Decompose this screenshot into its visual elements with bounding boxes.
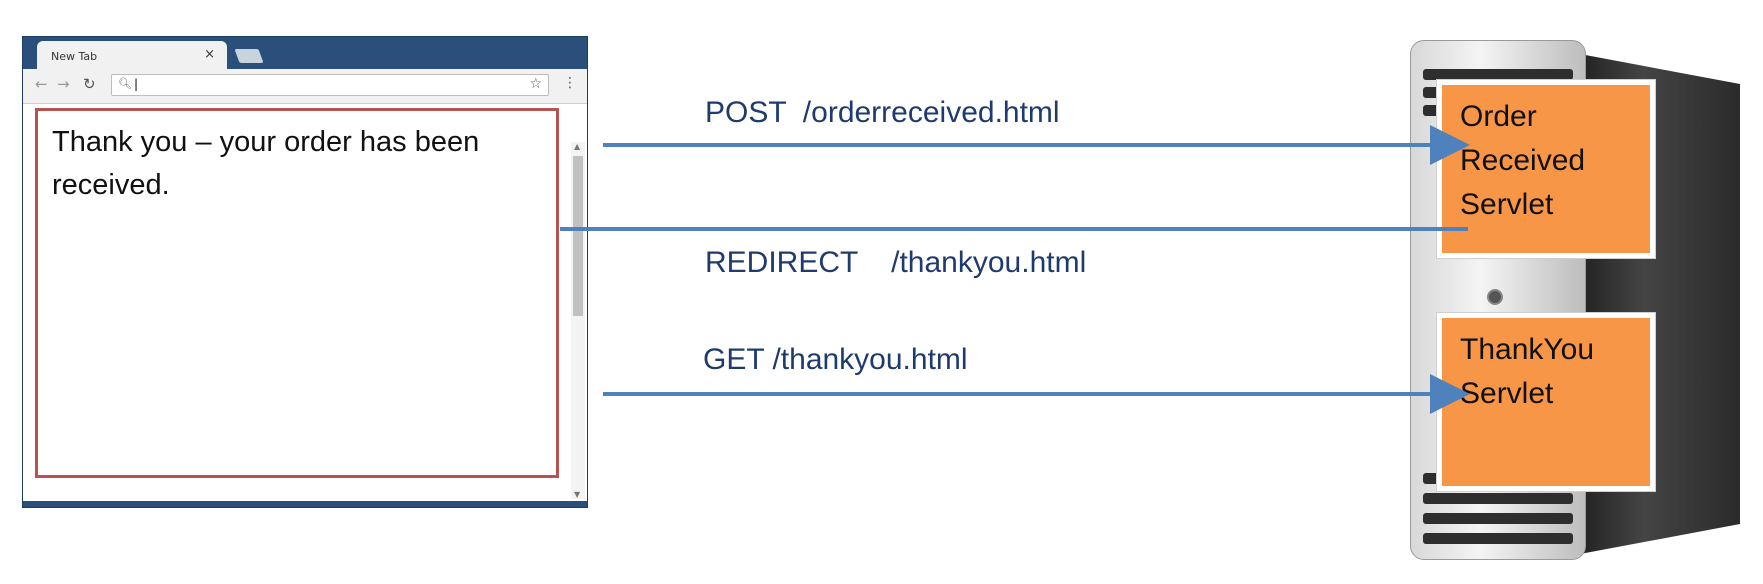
order-received-servlet: Order Received Servlet: [1437, 80, 1655, 258]
vent-slot: [1423, 493, 1573, 504]
drive-bay: [1423, 69, 1573, 80]
servlet-label: ThankYou Servlet: [1460, 328, 1594, 416]
servlet-label-line: Servlet: [1460, 377, 1554, 410]
browser-window: New Tab × ← → ↻ 🔍︎ | ☆ ⋮ Thank you – you…: [22, 36, 588, 508]
page-viewport: Thank you – your order has been received…: [23, 104, 587, 501]
servlet-label-line: Received: [1460, 144, 1586, 177]
servlet-label: Order Received Servlet: [1460, 95, 1585, 227]
servlet-label-line: Servlet: [1460, 188, 1554, 221]
star-icon[interactable]: ☆: [529, 76, 542, 92]
close-icon[interactable]: ×: [204, 47, 215, 62]
vertical-scrollbar[interactable]: ▲ ▼: [571, 142, 585, 499]
vent-slot: [1423, 533, 1573, 544]
arrow-right-icon[interactable]: →: [57, 75, 70, 93]
arrow-left-icon[interactable]: ←: [35, 75, 48, 93]
scroll-thumb[interactable]: [573, 156, 583, 316]
address-cursor: |: [134, 77, 139, 91]
servlet-label-line: ThankYou: [1460, 333, 1595, 366]
search-icon: 🔍︎: [118, 77, 132, 90]
scroll-up-icon[interactable]: ▲: [574, 142, 581, 151]
menu-dots-icon[interactable]: ⋮: [563, 75, 577, 91]
servlet-label-line: Order: [1460, 100, 1537, 133]
scroll-down-icon[interactable]: ▼: [574, 490, 581, 499]
post-request-label: POST /orderreceived.html: [705, 96, 1060, 129]
address-bar[interactable]: 🔍︎ | ☆: [111, 74, 549, 96]
message-line-2: received.: [52, 169, 170, 201]
thank-you-servlet: ThankYou Servlet: [1437, 313, 1655, 491]
tab-strip: New Tab ×: [23, 37, 587, 69]
vent-slot: [1423, 513, 1573, 524]
tab-new-tab[interactable]: New Tab ×: [37, 41, 227, 69]
page-content-box: Thank you – your order has been received…: [35, 108, 559, 478]
power-button-icon: [1487, 289, 1503, 305]
thank-you-message: Thank you – your order has been received…: [52, 121, 552, 207]
get-request-label: GET /thankyou.html: [703, 343, 968, 376]
redirect-response-label: REDIRECT /thankyou.html: [705, 246, 1087, 279]
message-line-1: Thank you – your order has been: [52, 126, 480, 158]
tab-title: New Tab: [51, 50, 98, 63]
browser-toolbar: ← → ↻ 🔍︎ | ☆ ⋮: [23, 69, 587, 104]
reload-icon[interactable]: ↻: [83, 75, 96, 93]
